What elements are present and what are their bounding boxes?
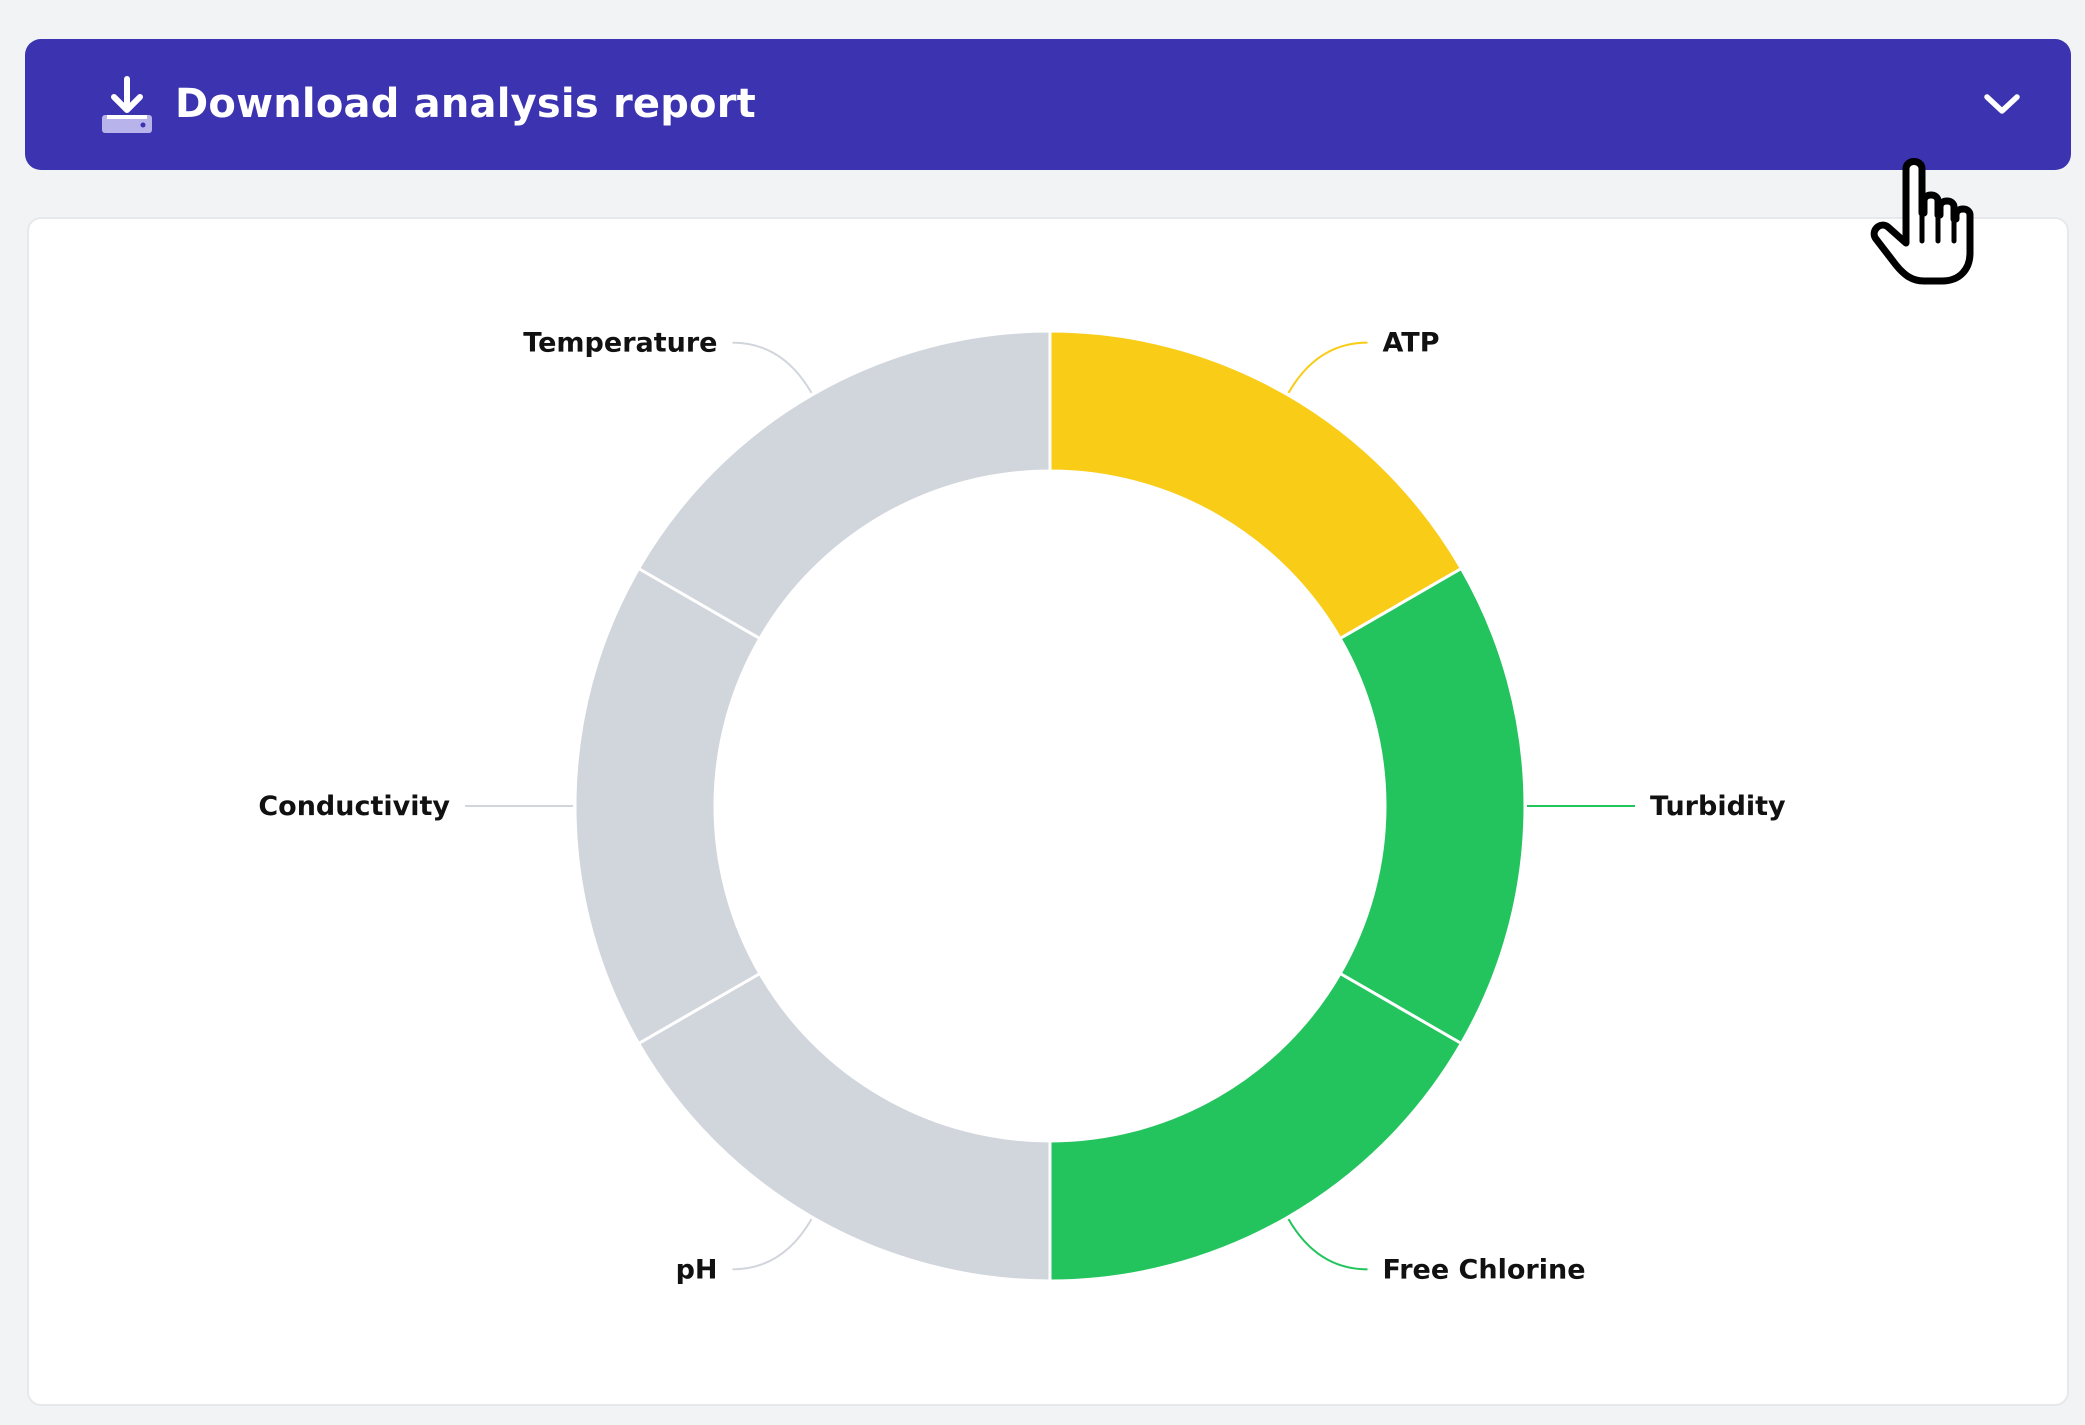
slice-label: pH bbox=[676, 1254, 718, 1285]
donut-slice-ph[interactable] bbox=[636, 971, 1052, 1283]
slice-label: Turbidity bbox=[1650, 791, 1786, 822]
download-icon bbox=[102, 76, 152, 133]
chart-card: ATP Turbidity Free Chlorine pH Conductivity T… bbox=[27, 217, 2069, 1406]
leader-line bbox=[732, 1218, 813, 1271]
leader-line bbox=[1287, 341, 1368, 394]
download-report-label: Download analysis report bbox=[175, 81, 756, 127]
download-report-button[interactable]: Download analysis report bbox=[25, 39, 2071, 170]
slice-label: ATP bbox=[1383, 328, 1440, 359]
donut-slice-free-chlorine[interactable] bbox=[1048, 971, 1464, 1283]
donut-slice-turbidity[interactable] bbox=[1338, 566, 1527, 1046]
slice-label: Free Chlorine bbox=[1383, 1254, 1586, 1285]
donut-slice-conductivity[interactable] bbox=[573, 566, 762, 1046]
donut-slice-atp[interactable] bbox=[1048, 329, 1464, 641]
leader-line bbox=[1287, 1218, 1368, 1271]
donut-slice-temperature[interactable] bbox=[636, 329, 1052, 641]
chevron-down-icon[interactable] bbox=[1981, 89, 2023, 119]
donut-chart: ATP Turbidity Free Chlorine pH Conductivity T… bbox=[258, 328, 1786, 1286]
slice-label: Conductivity bbox=[258, 791, 450, 822]
leader-line bbox=[732, 341, 813, 394]
slice-label: Temperature bbox=[523, 328, 717, 359]
